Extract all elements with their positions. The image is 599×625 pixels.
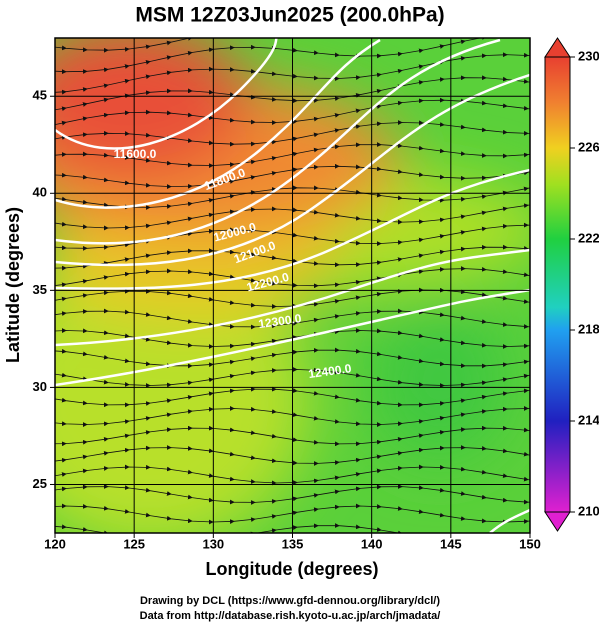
colorbar xyxy=(544,56,571,513)
y-tick-label: 45 xyxy=(33,88,47,103)
footer-line: Data from http://database.rish.kyoto-u.a… xyxy=(140,610,441,622)
colorbar-tick-label: 218 xyxy=(578,321,599,336)
x-tick-label: 145 xyxy=(440,536,462,551)
colorbar-tick-label: 222 xyxy=(578,230,599,245)
streamline xyxy=(55,445,530,466)
x-axis-title: Longitude (degrees) xyxy=(205,559,378,579)
streamline xyxy=(55,142,530,168)
streamline xyxy=(55,464,530,486)
streamline xyxy=(55,222,530,251)
streamline xyxy=(55,406,530,427)
streamline xyxy=(55,367,530,388)
x-tick-label: 130 xyxy=(202,536,224,551)
streamline xyxy=(55,163,530,189)
streamline xyxy=(55,266,530,289)
x-tick-label: 150 xyxy=(519,536,541,551)
streamline xyxy=(55,523,529,533)
x-tick-label: 125 xyxy=(123,536,145,551)
y-tick-label: 30 xyxy=(33,379,47,394)
streamline xyxy=(55,308,530,330)
contour-label: 12300.0 xyxy=(257,311,302,331)
x-tick-label: 135 xyxy=(282,536,304,551)
colorbar-bottom-arrow xyxy=(544,511,571,532)
colorbar-top-arrow xyxy=(544,37,571,58)
y-tick-label: 25 xyxy=(33,476,47,491)
colorbar-tick-label: 210 xyxy=(578,503,599,518)
x-tick-label: 120 xyxy=(44,536,66,551)
footer-line: Drawing by DCL (https://www.gfd-dennou.o… xyxy=(140,595,440,607)
streamline xyxy=(55,503,530,525)
streamline xyxy=(55,425,530,447)
y-tick-label: 35 xyxy=(33,282,47,297)
streamline xyxy=(55,484,530,505)
colorbar-tick-label: 230 xyxy=(578,48,599,63)
streamline xyxy=(55,244,530,271)
streamline xyxy=(55,120,530,147)
y-tick-label: 40 xyxy=(33,185,47,200)
streamline xyxy=(55,328,530,349)
streamline xyxy=(55,347,530,369)
x-tick-label: 140 xyxy=(361,536,383,551)
contour-label: 12400.0 xyxy=(307,361,352,381)
y-axis-title: Latitude (degrees) xyxy=(3,207,23,363)
colorbar-tick-label: 214 xyxy=(578,412,599,427)
colorbar-tick-label: 226 xyxy=(578,139,599,154)
title: MSM 12Z03Jun2025 (200.0hPa) xyxy=(135,4,444,27)
contour-label: 11600.0 xyxy=(114,147,157,161)
streamline xyxy=(55,386,530,408)
